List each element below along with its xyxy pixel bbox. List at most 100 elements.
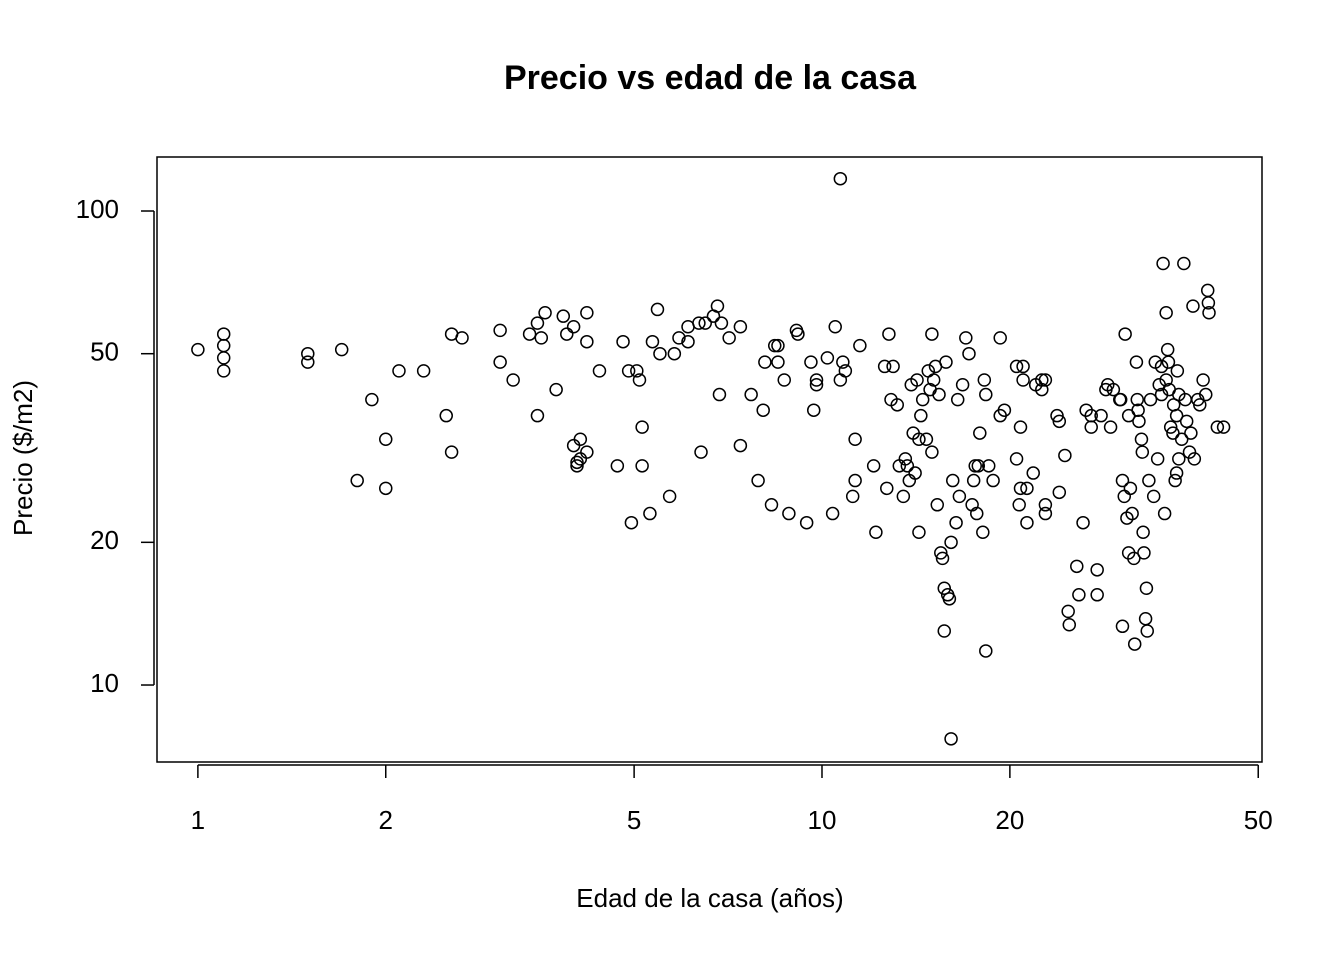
- point: [216, 364, 231, 378]
- point: [592, 364, 607, 378]
- point: [1127, 551, 1141, 566]
- point: [530, 408, 545, 423]
- point: [392, 364, 406, 378]
- point: [1168, 473, 1182, 488]
- point: [1157, 506, 1172, 521]
- point: [1130, 392, 1145, 407]
- point: [853, 338, 867, 353]
- point: [1084, 420, 1098, 434]
- point: [910, 373, 924, 387]
- point: [694, 445, 708, 459]
- point: [610, 459, 625, 473]
- point: [1177, 256, 1191, 271]
- point: [653, 346, 667, 361]
- point: [1061, 604, 1075, 619]
- point: [1193, 398, 1207, 412]
- point: [919, 432, 934, 446]
- point: [1169, 408, 1184, 423]
- point: [692, 316, 706, 330]
- point: [573, 432, 588, 446]
- x-tick-label: 5: [627, 805, 641, 835]
- point: [1016, 373, 1030, 387]
- point: [898, 452, 913, 466]
- point: [1140, 624, 1154, 638]
- point: [301, 346, 315, 361]
- point: [925, 327, 939, 341]
- point: [744, 387, 758, 402]
- point: [560, 327, 574, 341]
- point: [949, 515, 963, 530]
- point: [937, 624, 952, 638]
- point: [710, 299, 725, 313]
- point: [804, 355, 818, 369]
- point: [1156, 256, 1170, 271]
- point: [1186, 299, 1200, 313]
- point: [365, 392, 379, 407]
- point: [1154, 387, 1169, 402]
- point: [1012, 498, 1026, 512]
- point: [643, 506, 657, 521]
- point: [993, 331, 1007, 345]
- point: [1103, 420, 1118, 434]
- point: [825, 506, 840, 521]
- point: [1143, 392, 1158, 407]
- point: [782, 506, 796, 521]
- point: [848, 432, 862, 446]
- point: [1009, 359, 1024, 374]
- point: [979, 387, 993, 402]
- point: [616, 334, 630, 349]
- x-tick-label: 1: [191, 805, 205, 835]
- y-tick-label: 100: [76, 194, 119, 224]
- point: [580, 306, 594, 320]
- point: [301, 355, 315, 369]
- point: [1090, 588, 1104, 602]
- point: [1094, 408, 1108, 423]
- point: [1172, 452, 1186, 466]
- point: [1142, 473, 1156, 488]
- point: [681, 334, 695, 349]
- point: [1184, 426, 1198, 440]
- point: [650, 302, 665, 317]
- point: [621, 364, 636, 378]
- point: [1161, 355, 1176, 369]
- point: [942, 592, 957, 606]
- point: [848, 473, 862, 488]
- point: [799, 515, 814, 530]
- point: [439, 408, 453, 423]
- point: [828, 319, 842, 334]
- point: [971, 459, 986, 473]
- point: [1020, 515, 1034, 530]
- point: [939, 355, 953, 369]
- point: [1106, 382, 1121, 397]
- point: [1163, 420, 1178, 434]
- point: [751, 473, 765, 488]
- point: [1137, 546, 1151, 560]
- point: [379, 481, 393, 496]
- x-tick-label: 10: [808, 805, 837, 835]
- point: [937, 581, 952, 596]
- point: [955, 377, 970, 392]
- chart-title: Precio vs edad de la casa: [504, 59, 917, 97]
- point: [836, 355, 850, 369]
- x-axis-label: Edad de la casa (años): [576, 883, 843, 913]
- point: [959, 331, 973, 345]
- plot-box: [156, 156, 1263, 763]
- point: [1136, 525, 1150, 540]
- point: [549, 382, 563, 397]
- point: [791, 327, 805, 341]
- point: [1062, 618, 1077, 632]
- point: [771, 338, 785, 353]
- point: [538, 306, 552, 320]
- point: [1013, 420, 1028, 434]
- point: [1199, 387, 1213, 402]
- point: [1076, 515, 1090, 530]
- point: [806, 403, 821, 417]
- point: [714, 316, 729, 330]
- y-axis-label: Precio ($/m2): [8, 380, 38, 536]
- point: [1013, 481, 1028, 496]
- point: [1035, 373, 1049, 387]
- point: [1210, 420, 1225, 434]
- point: [667, 346, 682, 361]
- point: [1038, 506, 1053, 521]
